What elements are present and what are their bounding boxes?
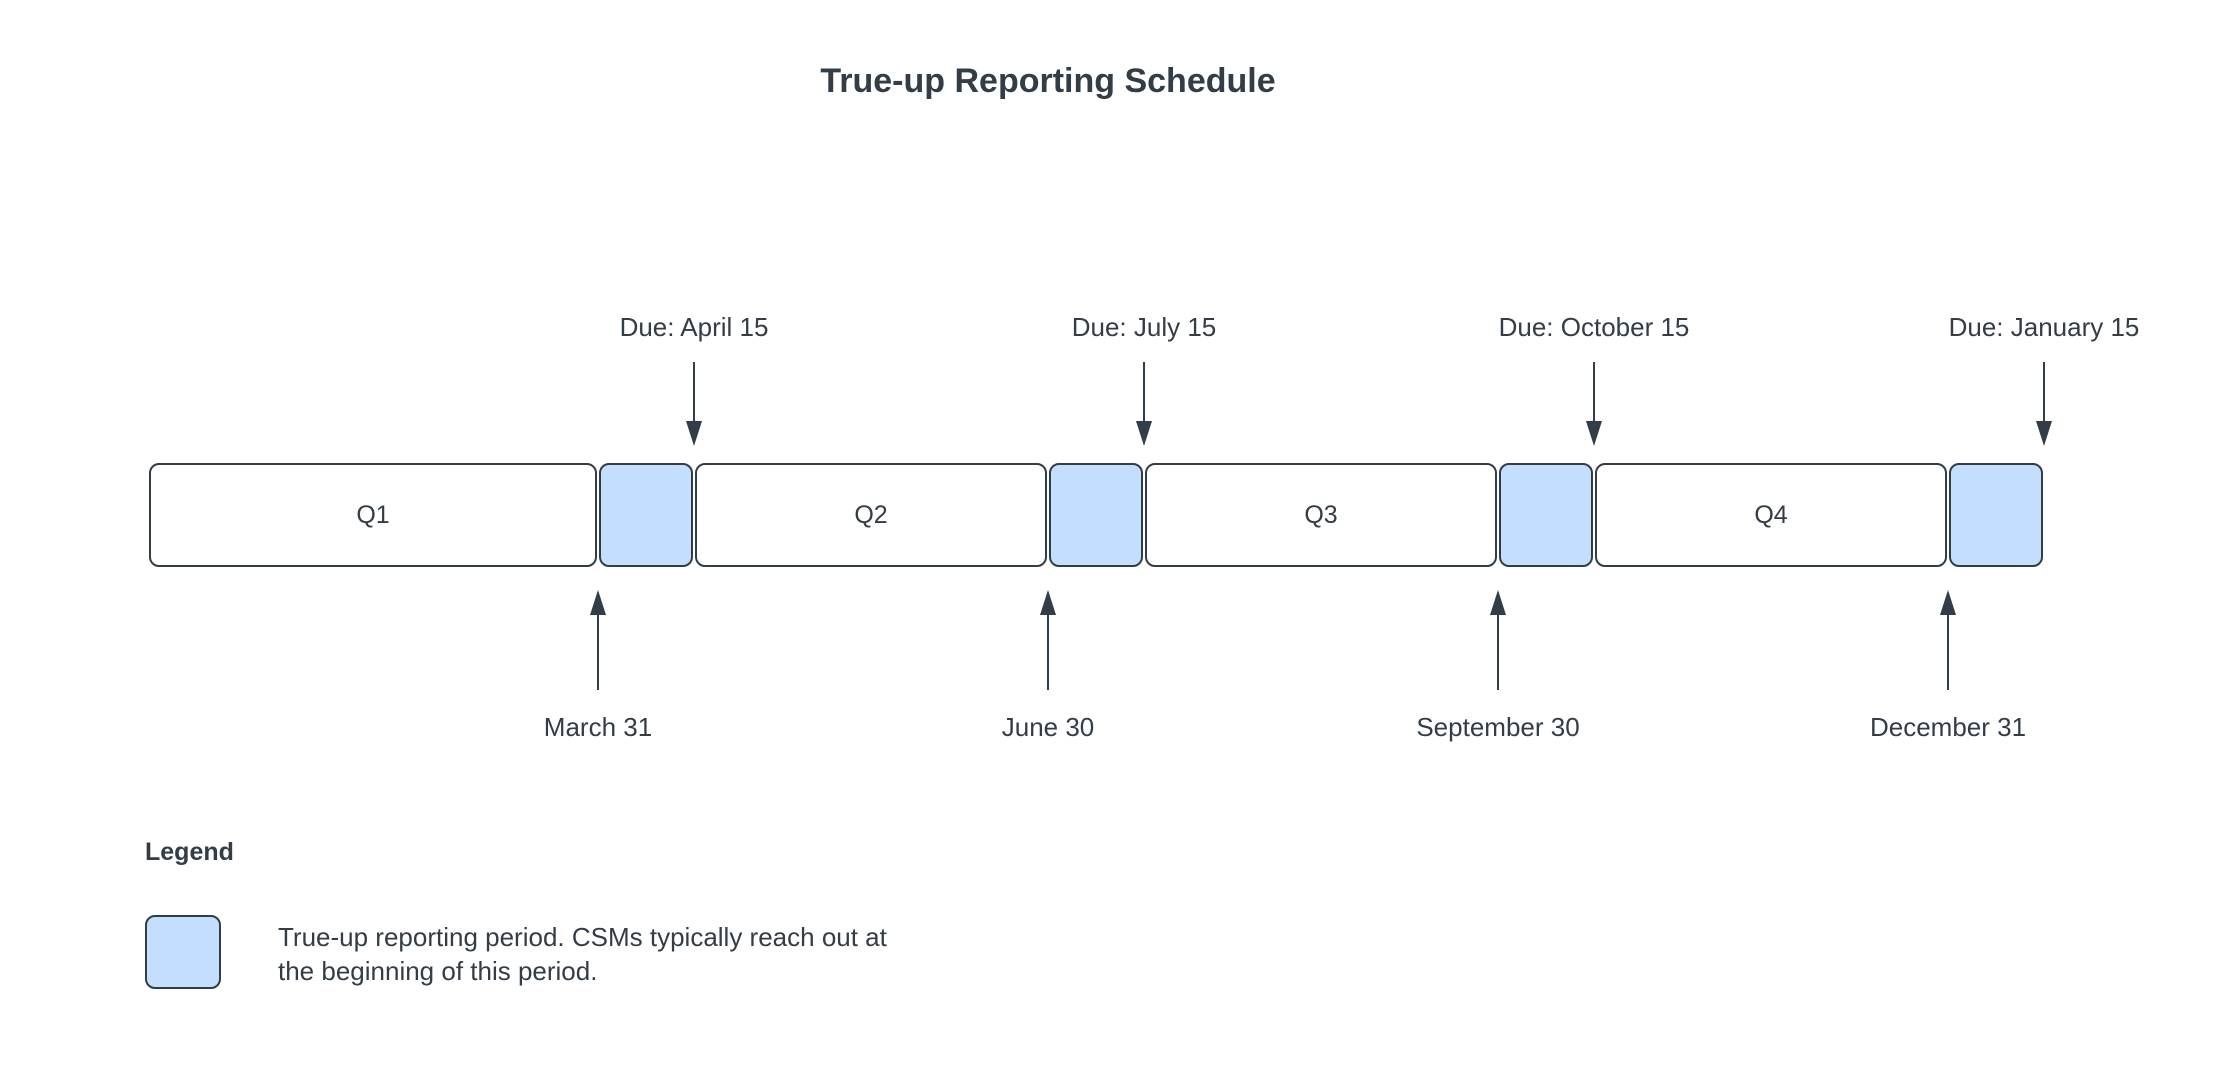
- quarter-box-q4: Q4: [1595, 463, 1947, 567]
- quarter-label: Q1: [356, 500, 390, 529]
- down-arrow-icon: [2036, 362, 2052, 446]
- legend-description-line-1: True-up reporting period. CSMs typically…: [278, 922, 887, 952]
- trueup-period-box-1: [599, 463, 693, 567]
- due-date-label-q1: Due: April 15: [619, 312, 769, 342]
- trueup-period-box-3: [1499, 463, 1593, 567]
- due-date-label-q2: Due: July 15: [1071, 312, 1217, 342]
- period-end-label-q2: June 30: [1001, 712, 1095, 742]
- legend-trueup-swatch: [145, 915, 221, 989]
- quarter-box-q2: Q2: [695, 463, 1047, 567]
- quarter-box-q3: Q3: [1145, 463, 1497, 567]
- down-arrow-icon: [686, 362, 702, 446]
- quarter-label: Q2: [854, 500, 888, 529]
- trueup-period-box-2: [1049, 463, 1143, 567]
- period-end-label-q3: September 30: [1416, 712, 1580, 742]
- period-end-label-q4: December 31: [1869, 712, 2027, 742]
- up-arrow-icon: [1040, 590, 1056, 690]
- due-date-label-q4: Due: January 15: [1948, 312, 2140, 342]
- legend-description: True-up reporting period. CSMs typically…: [278, 920, 887, 988]
- quarter-box-q1: Q1: [149, 463, 597, 567]
- up-arrow-icon: [1490, 590, 1506, 690]
- down-arrow-icon: [1586, 362, 1602, 446]
- legend-description-line-2: the beginning of this period.: [278, 956, 598, 986]
- up-arrow-icon: [1940, 590, 1956, 690]
- due-date-label-q3: Due: October 15: [1498, 312, 1690, 342]
- timeline-bar: Q1 Q2 Q3 Q4: [148, 463, 2044, 567]
- trueup-period-box-4: [1949, 463, 2043, 567]
- period-end-label-q1: March 31: [543, 712, 653, 742]
- down-arrow-icon: [1136, 362, 1152, 446]
- up-arrow-icon: [590, 590, 606, 690]
- quarter-label: Q3: [1304, 500, 1338, 529]
- legend-heading: Legend: [145, 838, 234, 866]
- page-title: True-up Reporting Schedule: [820, 62, 1276, 100]
- quarter-label: Q4: [1754, 500, 1788, 529]
